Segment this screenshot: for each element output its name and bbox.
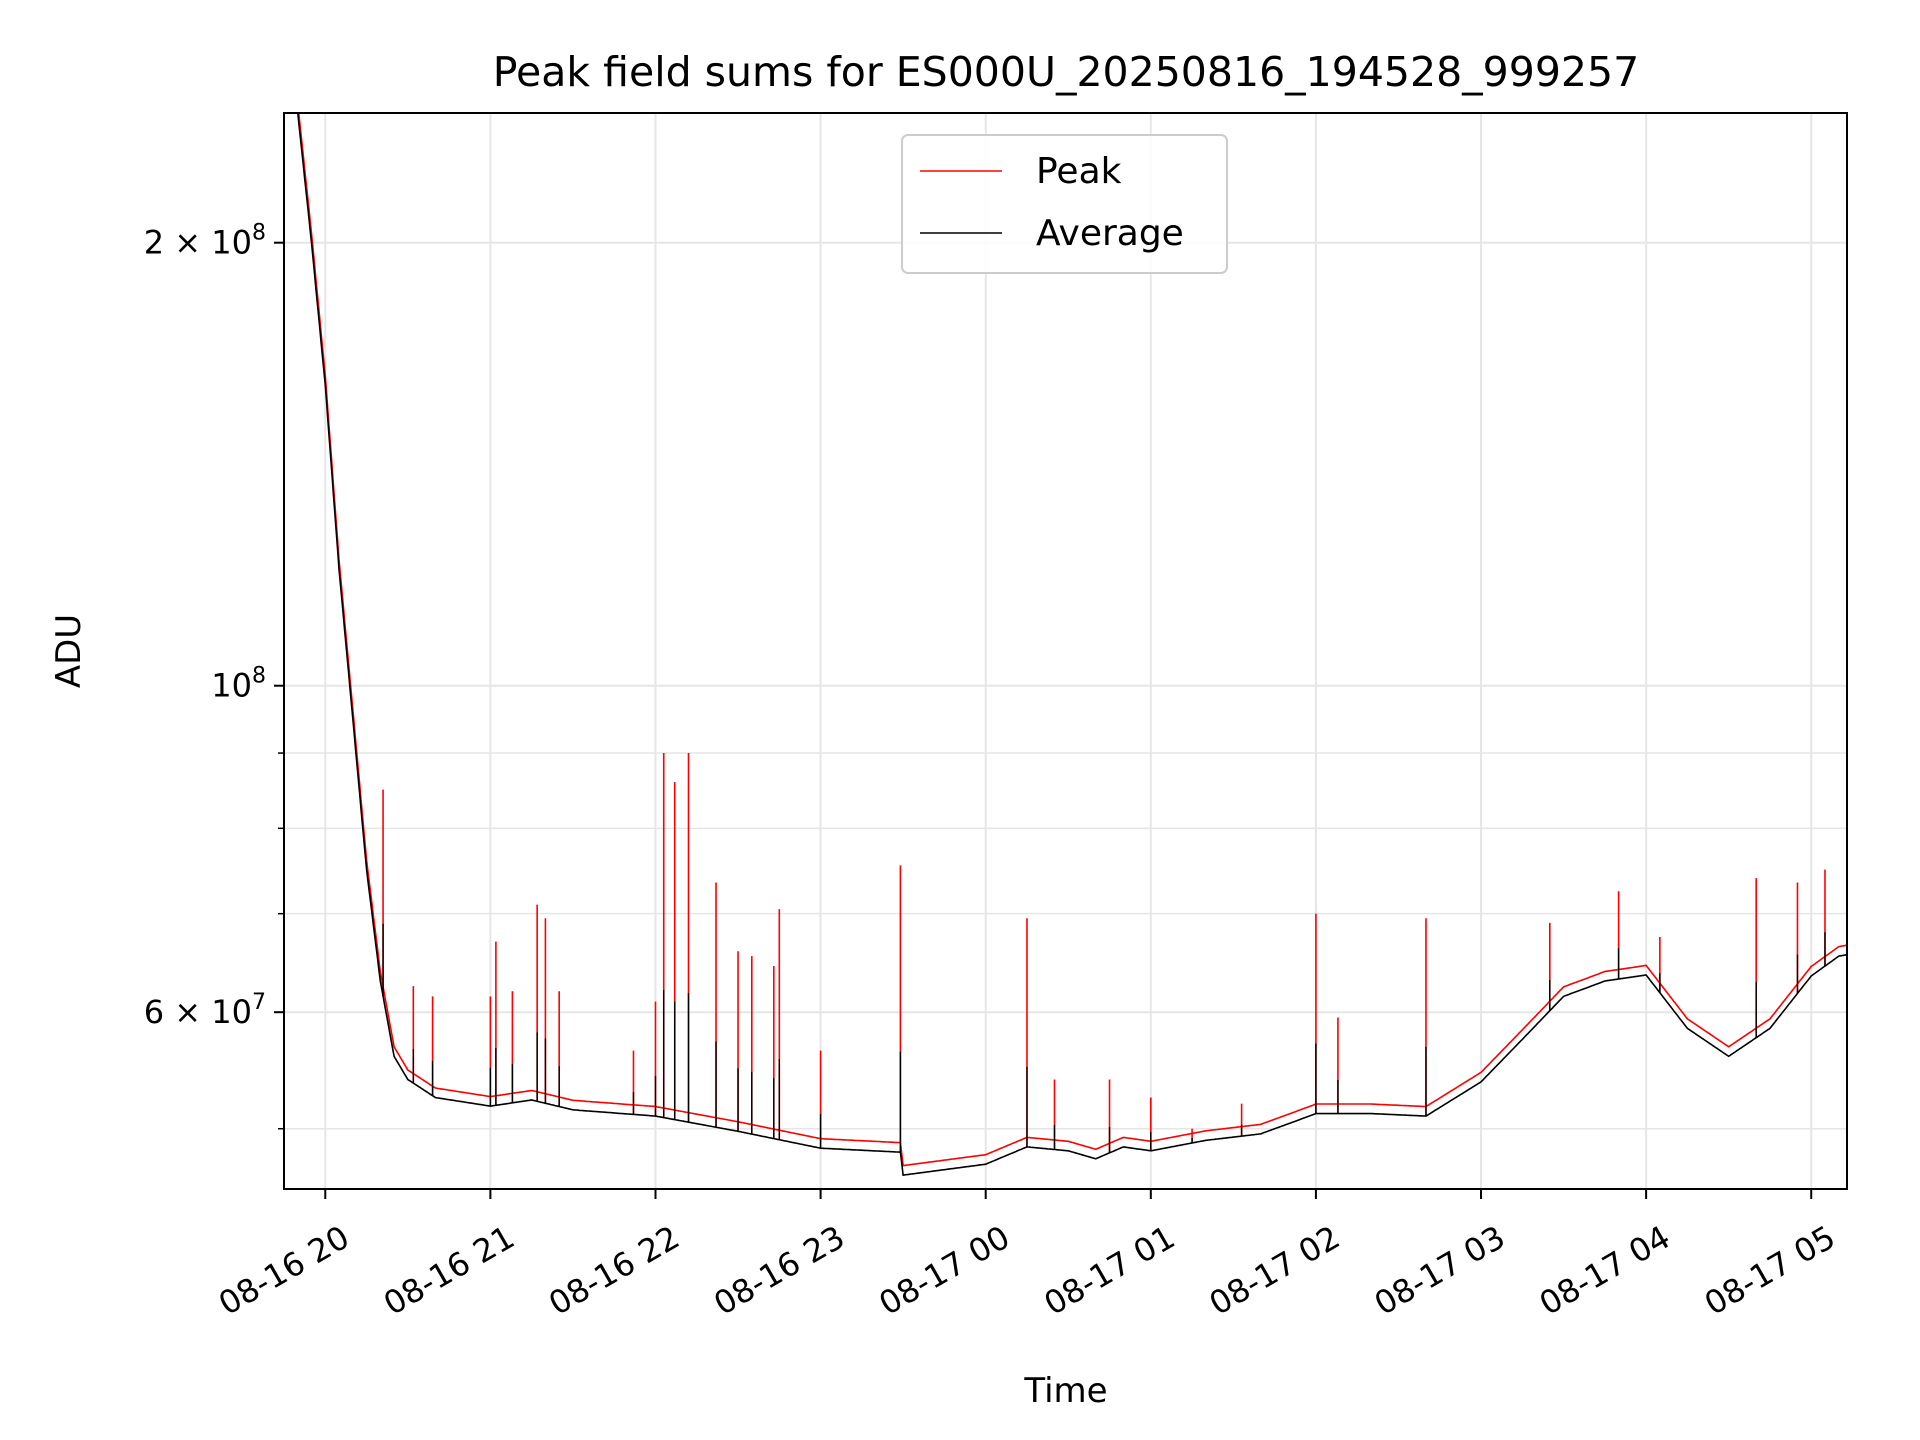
plot-frame: [283, 112, 1848, 1190]
chart-title: Peak field sums for ES000U_20250816_1945…: [493, 48, 1639, 96]
legend-label-average: Average: [1036, 213, 1184, 254]
plot-area: [284, 113, 1847, 1177]
series-line-average: [284, 113, 1847, 1177]
series-line-peak: [297, 113, 1847, 1167]
y-tick-label: 108: [211, 664, 266, 705]
legend-label-peak: Peak: [1036, 151, 1122, 192]
y-axis: 2 × 108 108 6 × 107: [144, 221, 284, 1130]
y-tick-label: 2 × 108: [144, 221, 266, 262]
legend-box: [901, 134, 1228, 274]
y-tick-label: 6 × 107: [144, 990, 266, 1031]
x-axis-label: Time: [1023, 1371, 1107, 1411]
legend: Peak Average: [901, 134, 1228, 274]
y-axis-label: ADU: [49, 614, 89, 688]
